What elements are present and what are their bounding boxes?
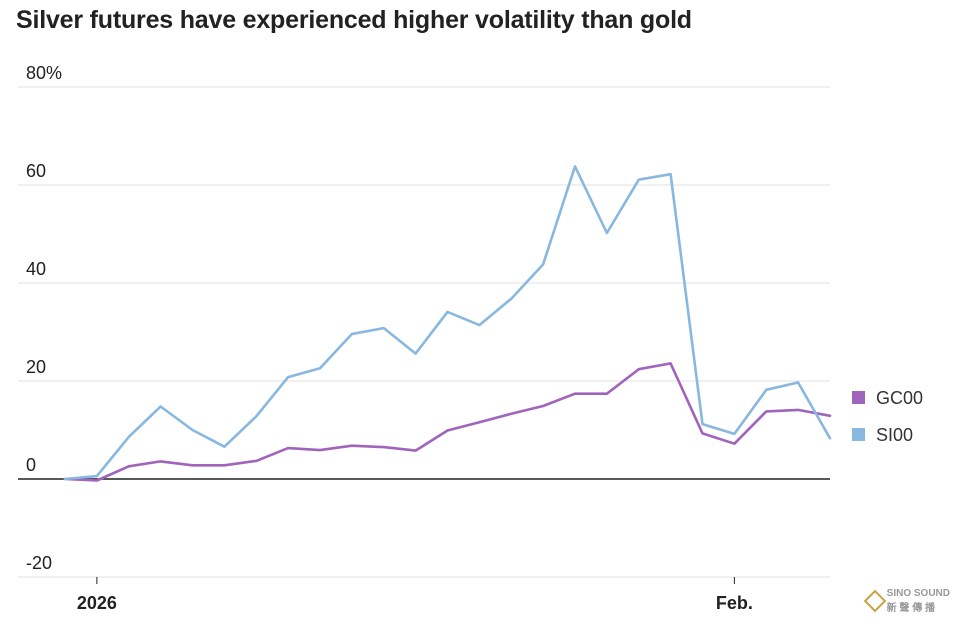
watermark-brand: SINO SOUND <box>886 588 950 599</box>
x-tick-label: 2026 <box>77 593 117 613</box>
watermark: SINO SOUND 新 聲 傳 播 <box>863 588 950 614</box>
y-tick-label: 0 <box>26 455 36 475</box>
y-tick-label: 40 <box>26 259 46 279</box>
x-tick-label: Feb. <box>716 593 753 613</box>
series-line-si00 <box>63 165 832 481</box>
y-tick-label: -20 <box>26 553 52 573</box>
legend-label-gc00: GC00 <box>876 388 923 408</box>
y-tick-label: 60 <box>26 161 46 181</box>
legend-label-si00: SI00 <box>876 425 913 445</box>
watermark-sub: 新 聲 傳 播 <box>886 603 935 614</box>
legend-swatch-gc00 <box>852 391 865 404</box>
legend-swatch-si00 <box>852 428 865 441</box>
y-tick-label: 80% <box>26 63 62 83</box>
watermark-logo-icon <box>863 589 886 613</box>
series-line-gc00 <box>63 362 832 482</box>
chart-title: Silver futures have experienced higher v… <box>16 6 692 34</box>
y-tick-label: 20 <box>26 357 46 377</box>
